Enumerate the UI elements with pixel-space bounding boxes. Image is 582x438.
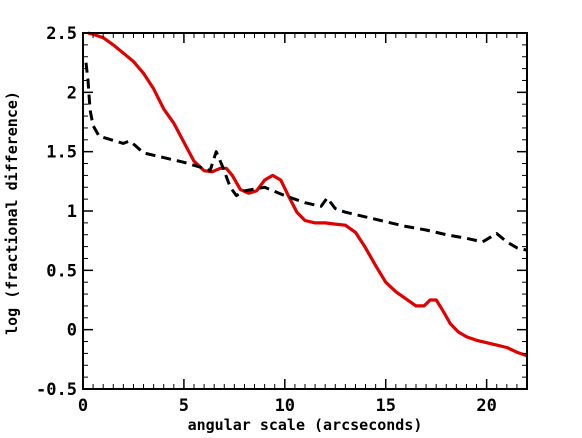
series-layer [84, 31, 528, 358]
series-line-1 [84, 62, 528, 252]
y-tick-label: 0 [67, 321, 77, 341]
y-tick-label: 1 [67, 202, 77, 222]
y-tick-label: -0.5 [36, 380, 77, 400]
y-tick-label: 2.5 [46, 24, 77, 44]
x-tick-label: 5 [179, 396, 189, 416]
x-tick-label: 15 [375, 396, 395, 416]
x-axis-title: angular scale (arcseconds) [188, 416, 423, 434]
x-tick-label: 0 [78, 396, 88, 416]
series-line-0 [87, 31, 528, 358]
y-tick-label: 2 [67, 83, 77, 103]
y-tick-label: 1.5 [46, 143, 77, 163]
plot-frame [82, 32, 528, 390]
x-tick-label: 10 [275, 396, 295, 416]
tick-marks [82, 32, 528, 390]
x-tick-label: 20 [476, 396, 496, 416]
y-axis-title: log (fractional difference) [3, 91, 21, 335]
tick-labels: 0 5 10 15 20-0.500.511.522.5 [36, 24, 497, 416]
y-tick-label: 0.5 [46, 261, 77, 281]
